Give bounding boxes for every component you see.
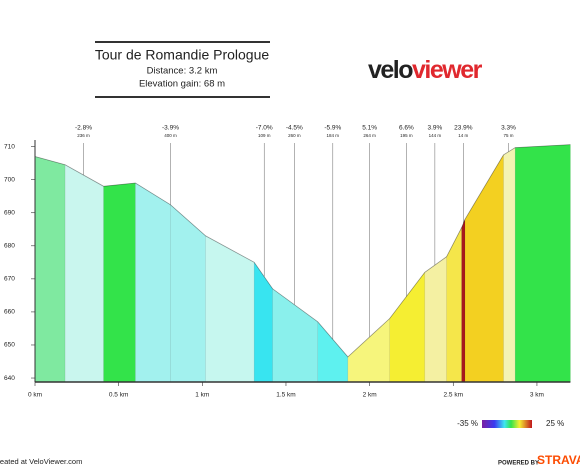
colorbar — [482, 420, 532, 428]
y-tick-label: 660 — [4, 309, 15, 316]
logo: veloviewer — [368, 56, 483, 84]
profile-segment — [389, 271, 426, 383]
annotation-length: 75 m — [503, 133, 513, 138]
annotation-grade: -5.9% — [324, 125, 341, 132]
profile-segment — [253, 261, 273, 383]
x-tick-label: 3 km — [530, 392, 544, 399]
y-tick-label: 670 — [4, 276, 15, 283]
y-tick-label: 690 — [4, 209, 15, 216]
y-tick-label: 680 — [4, 243, 15, 250]
logo-part: viewer — [412, 56, 483, 84]
x-tick-label: 2.5 km — [444, 392, 464, 399]
x-tick-label: 1 km — [195, 392, 209, 399]
annotation-length: 144 m — [429, 133, 442, 138]
subtitle: Elevation gain: 68 m — [139, 79, 225, 90]
profile-line — [34, 144, 571, 358]
x-tick-label: 0 km — [28, 392, 42, 399]
footer-powered: POWERED BY — [498, 461, 539, 467]
profile-segment — [461, 219, 466, 383]
annotation-grade: -7.0% — [256, 125, 273, 132]
annotation-grade: 23.9% — [454, 125, 473, 132]
annotation-length: 260 m — [288, 133, 301, 138]
annotation-length: 14 m — [458, 133, 468, 138]
profile-segment — [135, 182, 171, 383]
profile-segment — [34, 156, 66, 383]
footer-strava: STRAVA — [537, 453, 580, 467]
logo-part: velo — [368, 56, 413, 84]
profile-segment — [464, 153, 504, 383]
annotation-grade: 5.1% — [362, 125, 377, 132]
annotation-grade: 3.3% — [501, 125, 516, 132]
annotation-length: 264 m — [363, 133, 376, 138]
profile-segment — [205, 235, 255, 383]
footer: Created at VeloViewer.com — [0, 457, 82, 466]
profile-segment — [347, 317, 390, 383]
y-tick-label: 700 — [4, 176, 15, 183]
annotation-grade: -4.5% — [286, 125, 303, 132]
x-tick-label: 1.5 km — [276, 392, 296, 399]
y-tick-label: 640 — [4, 375, 15, 382]
x-tick-label: 2 km — [363, 392, 377, 399]
x-tick-label: 0.5 km — [109, 392, 129, 399]
annotation-length: 236 m — [77, 133, 90, 138]
annotation-length: 109 m — [258, 133, 271, 138]
y-tick-label: 650 — [4, 342, 15, 349]
profile-segment — [503, 147, 516, 383]
profile-segment — [272, 288, 319, 383]
chart-title: Tour de Romandie Prologue — [95, 47, 270, 63]
profile-segment — [64, 164, 104, 383]
subtitle: Distance: 3.2 km — [147, 66, 218, 77]
annotation-grade: -3.9% — [162, 125, 179, 132]
profile-segment — [424, 256, 447, 383]
annotation-length: 184 m — [327, 133, 340, 138]
annotation-grade: -2.8% — [75, 125, 92, 132]
colorbar-max: 25 % — [546, 419, 564, 428]
colorbar-min: -35 % — [457, 419, 478, 428]
profile-segment — [514, 144, 571, 383]
profile-segment — [446, 227, 462, 383]
annotation-length: 195 m — [400, 133, 413, 138]
annotation-length: 400 m — [164, 133, 177, 138]
annotation-grade: 6.6% — [399, 125, 414, 132]
profile-segment — [103, 182, 136, 383]
y-tick-label: 710 — [4, 143, 15, 150]
annotation-grade: 3.9% — [427, 125, 442, 132]
